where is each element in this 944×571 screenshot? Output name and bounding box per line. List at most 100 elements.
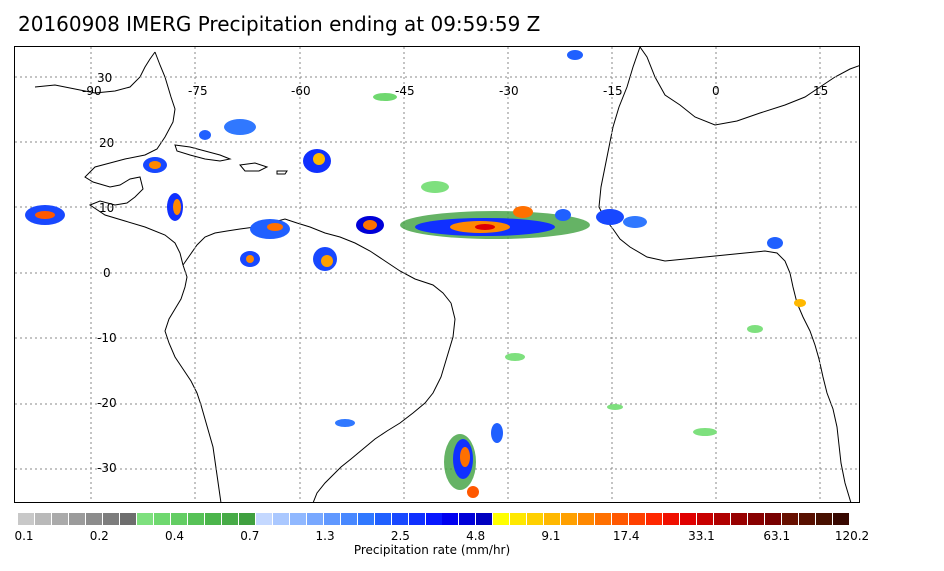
colorbar-tick-label: 4.8 (466, 529, 486, 543)
colorbar-swatch (595, 513, 613, 525)
coastlines (34, 47, 859, 502)
precip-cell (513, 206, 533, 218)
colorbar-swatch (544, 513, 562, 525)
lon-label: -60 (291, 84, 311, 98)
colorbar-swatch (799, 513, 817, 525)
lon-label: -15 (603, 84, 623, 98)
precip-cell (491, 423, 503, 443)
colorbar-swatch (680, 513, 698, 525)
colorbar-swatch (561, 513, 579, 525)
lon-label: -30 (499, 84, 519, 98)
precip-cell (321, 255, 333, 267)
colorbar-swatch (510, 513, 528, 525)
colorbar-tick-label: 1.3 (315, 529, 335, 543)
precipitation-map: -90 -75 -60 -45 -30 -15 0 15 30 20 10 0 … (14, 46, 860, 503)
colorbar-swatch (476, 513, 494, 525)
colorbar-swatch (442, 513, 460, 525)
colorbar-swatch (323, 513, 341, 525)
colorbar-swatch (816, 513, 834, 525)
colorbar-swatch (459, 513, 477, 525)
puerto-rico-outline (276, 170, 288, 175)
longitude-labels: -90 -75 -60 -45 -30 -15 0 15 (82, 84, 828, 98)
colorbar-swatch (391, 513, 409, 525)
colorbar-swatch (153, 513, 171, 525)
colorbar-tick-label: 0.2 (89, 529, 109, 543)
lat-label: -30 (97, 461, 117, 475)
colorbar-swatch (748, 513, 766, 525)
colorbar-swatch (629, 513, 647, 525)
precip-cell (199, 130, 211, 140)
precip-cell (767, 237, 783, 249)
lon-label: -45 (395, 84, 415, 98)
graticule (15, 47, 859, 502)
lat-label: -20 (97, 396, 117, 410)
precip-cell (623, 216, 647, 228)
colorbar-tick-label: 120.2 (834, 529, 870, 543)
colorbar-swatch (833, 513, 851, 525)
lon-label: -75 (188, 84, 208, 98)
colorbar-swatch (357, 513, 375, 525)
colorbar-ticks: 0.1 0.2 0.4 0.7 1.3 2.5 4.8 9.1 17.4 33.1 63.1 120.… (0, 529, 944, 545)
precip-cell (35, 211, 55, 219)
precip-cell (460, 447, 470, 467)
map-title: 20160908 IMERG Precipitation ending at 0… (18, 12, 541, 36)
colorbar-tick-label: 0.7 (240, 529, 260, 543)
colorbar-swatch (374, 513, 392, 525)
precip-cell (149, 161, 161, 169)
north-america-coast (34, 51, 184, 266)
precip-cell (607, 404, 623, 410)
lat-label: 10 (99, 201, 114, 215)
precipitation-field (25, 50, 806, 498)
colorbar-tick-label: 63.1 (763, 529, 791, 543)
south-america-coast (312, 302, 456, 502)
precip-cell (567, 50, 583, 60)
colorbar-swatch (85, 513, 103, 525)
colorbar-swatch (663, 513, 681, 525)
precip-cell (246, 255, 254, 263)
colorbar-swatch (408, 513, 426, 525)
central-america-coast (182, 218, 452, 304)
colorbar-swatch (306, 513, 324, 525)
precip-cell (693, 428, 717, 436)
precip-cell (421, 181, 449, 193)
colorbar-swatch (697, 513, 715, 525)
colorbar-swatch (272, 513, 290, 525)
lon-label: 0 (712, 84, 720, 98)
colorbar-swatch (578, 513, 596, 525)
colorbar-tick-label: 0.4 (164, 529, 185, 543)
lon-label: 15 (813, 84, 828, 98)
lat-label: -10 (97, 331, 117, 345)
precip-cell (373, 93, 397, 101)
colorbar-tick-label: 9.1 (541, 529, 561, 543)
precip-cell (467, 486, 479, 498)
colorbar-swatch (527, 513, 545, 525)
hispaniola-outline (239, 162, 269, 172)
colorbar-swatch (34, 513, 52, 525)
precip-cell (747, 325, 763, 333)
colorbar-swatch (204, 513, 222, 525)
precip-cell (313, 153, 325, 165)
colorbar-swatch (340, 513, 358, 525)
precip-cell (505, 353, 525, 361)
colorbar-label: Precipitation rate (mm/hr) (353, 543, 511, 557)
colorbar-swatch (119, 513, 137, 525)
lon-label: -90 (82, 84, 102, 98)
colorbar-swatch (51, 513, 69, 525)
colorbar-swatch (714, 513, 732, 525)
colorbar-swatch (425, 513, 443, 525)
colorbar-swatch (493, 513, 511, 525)
colorbar-swatch (187, 513, 205, 525)
colorbar-swatch (612, 513, 630, 525)
colorbar-swatch (765, 513, 783, 525)
colorbar-swatch (136, 513, 154, 525)
colorbar-swatch (221, 513, 239, 525)
colorbar-swatch (170, 513, 188, 525)
colorbar-tick-label: 33.1 (688, 529, 715, 543)
colorbar-swatch (102, 513, 120, 525)
colorbar-swatch (646, 513, 664, 525)
colorbar-swatch (731, 513, 749, 525)
colorbar-swatch (289, 513, 307, 525)
lat-label: 20 (99, 136, 114, 150)
colorbar-tick-label: 2.5 (390, 529, 410, 543)
precip-cell (173, 199, 181, 215)
